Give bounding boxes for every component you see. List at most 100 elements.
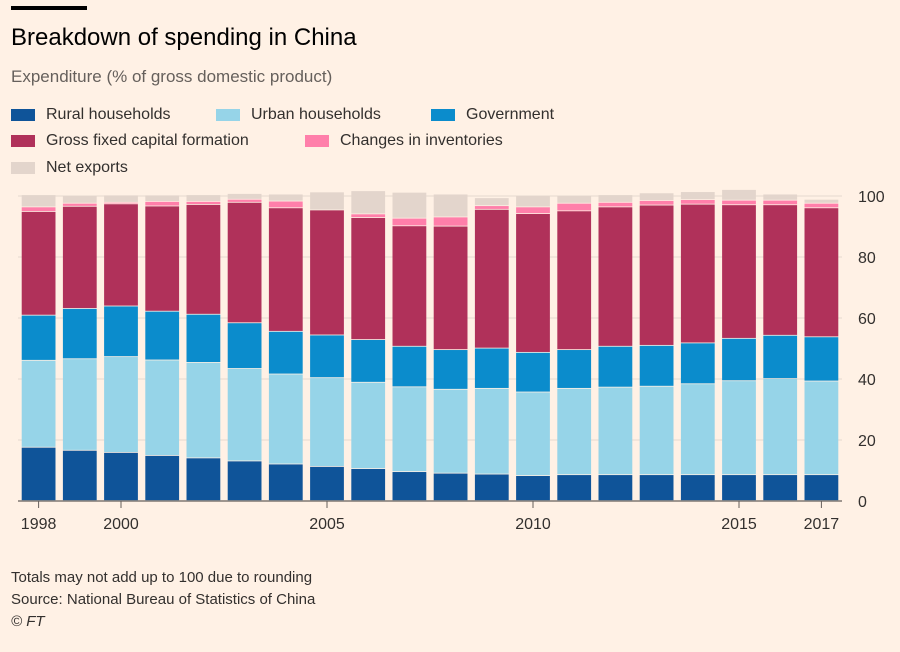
bars: [21, 189, 839, 501]
bar-2004-series-3: [268, 208, 303, 331]
gridlines: [18, 195, 842, 502]
x-tick-label-2005: 2005: [309, 516, 345, 533]
bar-2015-series-1: [722, 381, 756, 475]
legend: Rural households Urban households Govern…: [11, 106, 891, 186]
bar-2009-series-4: [474, 206, 509, 209]
bar-1999-series-4: [62, 203, 97, 206]
bar-2000-series-2: [104, 306, 138, 357]
bar-2013-series-2: [639, 345, 674, 386]
legend-swatch-government: [431, 109, 455, 121]
bar-2009-series-0: [474, 474, 509, 501]
legend-label-rural: Rural households: [46, 106, 171, 123]
bar-2015-series-5: [722, 189, 756, 200]
bar-2009-series-2: [474, 348, 509, 388]
bar-2002-series-1: [186, 362, 221, 458]
bar-2003-series-4: [227, 199, 262, 202]
bar-2010-series-4: [516, 207, 550, 214]
bar-2016-series-3: [763, 205, 798, 335]
legend-label-gfcf: Gross fixed capital formation: [46, 132, 249, 149]
bar-2016-series-4: [763, 200, 798, 205]
bar-2008-series-5: [433, 194, 468, 217]
legend-item-gfcf: Gross fixed capital formation: [11, 132, 249, 150]
bar-2001-series-2: [145, 311, 180, 360]
bar-2010-series-5: [516, 196, 550, 207]
bar-2002-series-5: [186, 195, 221, 201]
bar-2011-series-5: [557, 196, 592, 203]
bar-2013-series-1: [639, 386, 674, 475]
bar-2016-series-1: [763, 379, 798, 475]
y-tick-label-60: 60: [858, 311, 876, 328]
footnote: Totals may not add up to 100 due to roun…: [11, 569, 313, 586]
bar-2000-series-4: [104, 202, 138, 204]
y-tick-label-80: 80: [858, 250, 876, 267]
bar-2002-series-0: [186, 458, 221, 501]
bar-1998-series-0: [21, 447, 56, 501]
x-tick-label-2017: 2017: [804, 516, 840, 533]
legend-label-urban: Urban households: [251, 106, 381, 123]
bar-2016-series-2: [763, 335, 798, 379]
bar-2013-series-4: [639, 200, 674, 205]
bar-2007-series-2: [392, 346, 427, 387]
bar-2017-series-4: [804, 203, 839, 208]
y-axis-ticks: 0 20 40 60 80 100: [858, 189, 885, 511]
bar-2001-series-0: [145, 455, 180, 501]
bar-2008-series-2: [433, 350, 468, 389]
bar-2010-series-1: [516, 392, 550, 476]
legend-item-urban: Urban households: [216, 106, 381, 124]
bar-2005-series-5: [310, 192, 344, 210]
bar-2007-series-4: [392, 218, 427, 226]
legend-label-government: Government: [466, 106, 555, 123]
bar-2009-series-3: [474, 209, 509, 348]
bar-2014-series-5: [680, 192, 715, 200]
bar-2011-series-2: [557, 350, 592, 388]
bar-2016-series-0: [763, 475, 798, 501]
bar-2006-series-5: [351, 191, 386, 214]
ft-top-bar: [11, 6, 87, 10]
source: Source: National Bureau of Statistics of…: [11, 591, 316, 608]
bar-2011-series-1: [557, 388, 592, 475]
legend-label-inventories: Changes in inventories: [340, 132, 503, 149]
bar-2011-series-3: [557, 211, 592, 350]
legend-item-rural: Rural households: [11, 106, 171, 124]
bar-2004-series-2: [268, 331, 303, 374]
bar-2002-series-2: [186, 314, 221, 363]
x-tick-label-2010: 2010: [515, 516, 551, 533]
stacked-bar-chart: 0 20 40 60 80 100 1998 2000 2005 2010 2015 2017: [18, 189, 885, 533]
bar-2003-series-1: [227, 368, 262, 461]
bar-2004-series-5: [268, 194, 303, 201]
bar-2017-series-1: [804, 381, 839, 475]
bar-1999-series-5: [62, 196, 97, 203]
x-tick-label-1998: 1998: [21, 516, 57, 533]
bar-2007-series-0: [392, 472, 427, 501]
bar-2014-series-1: [680, 384, 715, 475]
bar-2017-series-5: [804, 199, 839, 203]
bar-2005-series-1: [310, 378, 344, 467]
bar-2006-series-0: [351, 468, 386, 501]
bar-2014-series-4: [680, 199, 715, 204]
bar-2014-series-2: [680, 343, 715, 384]
legend-item-inventories: Changes in inventories: [305, 132, 503, 150]
chart-subtitle: Expenditure (% of gross domestic product…: [11, 67, 333, 86]
bar-2011-series-0: [557, 475, 592, 501]
bar-2012-series-2: [598, 346, 633, 387]
bar-2000-series-1: [104, 357, 138, 453]
bar-2000-series-0: [104, 452, 138, 501]
x-tick-label-2000: 2000: [103, 516, 139, 533]
bar-2013-series-5: [639, 193, 674, 201]
bar-2007-series-5: [392, 192, 427, 218]
bar-2017-series-3: [804, 208, 839, 337]
bar-2015-series-2: [722, 338, 756, 381]
bar-2006-series-4: [351, 214, 386, 218]
bar-2006-series-3: [351, 217, 386, 340]
bar-2001-series-4: [145, 201, 180, 206]
bar-2003-series-5: [227, 193, 262, 199]
legend-swatch-net-exports: [11, 162, 35, 174]
legend-item-net-exports: Net exports: [11, 159, 128, 177]
ft-credit: © FT: [11, 613, 45, 630]
bar-1999-series-2: [62, 308, 97, 359]
bar-2008-series-4: [433, 217, 468, 226]
bar-2010-series-2: [516, 352, 550, 392]
bar-2002-series-3: [186, 204, 221, 314]
bar-2001-series-3: [145, 206, 180, 311]
bar-2003-series-2: [227, 323, 262, 369]
